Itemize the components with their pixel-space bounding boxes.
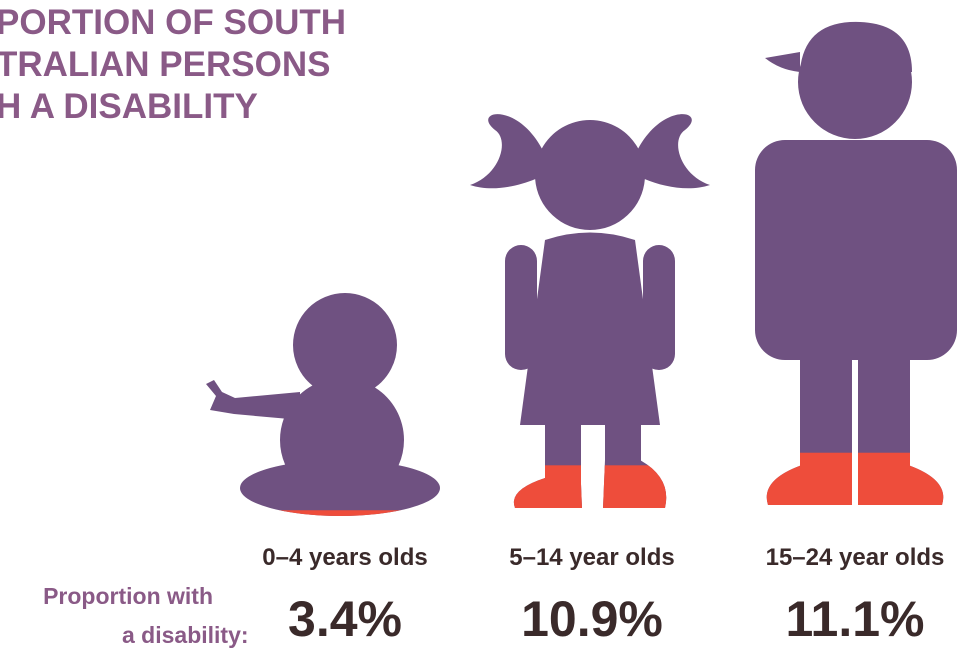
category-label: 0–4 years olds [262, 544, 427, 571]
value-label: 10.9% [521, 591, 663, 647]
figure [460, 100, 720, 510]
row-label: Proportion with [43, 583, 213, 609]
value-label: 3.4% [288, 591, 402, 647]
figure [200, 290, 450, 518]
infographic: PORTION OF SOUTH TRALIAN PERSONS H A DIS… [0, 0, 957, 654]
category-label: 15–24 year olds [766, 544, 945, 571]
title-line: TRALIAN PERSONS [0, 45, 330, 84]
value-label: 11.1% [785, 591, 924, 647]
figure [750, 18, 957, 507]
proportion-fill [200, 510, 450, 518]
proportion-fill [460, 465, 720, 510]
category-label: 5–14 year olds [509, 544, 674, 571]
row-label: a disability: [122, 622, 249, 648]
title-line: PORTION OF SOUTH [0, 3, 346, 42]
title-line: H A DISABILITY [0, 87, 258, 126]
proportion-fill [750, 453, 957, 507]
